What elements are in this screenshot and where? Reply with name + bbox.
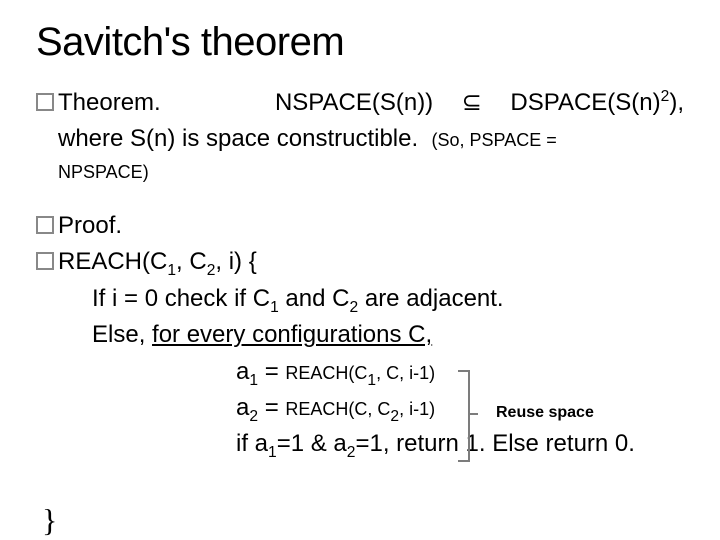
proof-label-line: Proof.: [36, 210, 684, 242]
l3-sm2: , C, i-1): [376, 363, 435, 383]
l3-sm1: REACH(C: [285, 363, 367, 383]
l2-u: for every configurations C,: [152, 321, 432, 348]
bracket-stub-icon: [468, 413, 478, 415]
reuse-space-label: Reuse space: [496, 404, 594, 422]
l3-sms: 1: [367, 371, 376, 388]
l4-p2: =: [258, 394, 285, 421]
l3-s1: 1: [249, 371, 258, 388]
l1-p3: are adjacent.: [358, 285, 503, 312]
theorem-stmt-2: ),: [669, 89, 684, 116]
proof-block: Proof. REACH(C1, C2, i) { If i = 0 check…: [36, 210, 684, 461]
theorem-note-1: (So, PSPACE =: [432, 130, 557, 150]
closing-brace-icon: }: [42, 502, 57, 539]
theorem-stmt-1: NSPACE(S(n)) ⊆ DSPACE(S(n): [275, 89, 661, 116]
l5-p2: =1 & a: [277, 430, 347, 457]
l4-sm1: REACH(C, C: [285, 399, 390, 419]
reach-s1: 1: [167, 262, 176, 279]
l4-s1: 2: [249, 408, 258, 425]
proof-line-else: Else, for every configurations C,: [36, 319, 684, 351]
l5-p1: if a: [236, 430, 268, 457]
theorem-line-3: NPSPACE): [36, 160, 684, 184]
l4-p1: a: [236, 394, 249, 421]
slide-title: Savitch's theorem: [36, 20, 684, 65]
theorem-block: Theorem. NSPACE(S(n)) ⊆ DSPACE(S(n)2), w…: [36, 87, 684, 184]
theorem-line-2: where S(n) is space constructible. (So, …: [36, 123, 684, 155]
proof-line-if: If i = 0 check if C1 and C2 are adjacent…: [36, 283, 684, 315]
l5-s1: 1: [268, 444, 277, 461]
reach-header-line: REACH(C1, C2, i) {: [36, 246, 684, 278]
l3-p1: a: [236, 358, 249, 385]
reach-p1: REACH(C: [58, 248, 167, 275]
l4-sms: 2: [390, 408, 399, 425]
theorem-line-1: Theorem. NSPACE(S(n)) ⊆ DSPACE(S(n)2),: [36, 87, 684, 119]
bracket-icon: [458, 370, 470, 462]
theorem-label: Theorem.: [58, 89, 161, 116]
slide: Savitch's theorem Theorem. NSPACE(S(n)) …: [0, 0, 720, 540]
reach-p2: , C: [176, 248, 207, 275]
l1-p1: If i = 0 check if C: [92, 285, 270, 312]
l5-p3: =1, return 1. Else return 0.: [355, 430, 634, 457]
l2-p1: Else,: [92, 321, 152, 348]
l1-p2: and C: [279, 285, 350, 312]
l1-s2: 2: [349, 299, 358, 316]
proof-line-a1: a1 = REACH(C1, C, i-1): [36, 356, 684, 388]
l3-p2: =: [258, 358, 285, 385]
proof-label: Proof.: [58, 212, 122, 239]
bullet-box-icon: [36, 252, 54, 270]
reach-p3: , i) {: [215, 248, 256, 275]
bullet-box-icon: [36, 216, 54, 234]
l1-s1: 1: [270, 299, 279, 316]
theorem-note-2: NPSPACE): [58, 162, 149, 182]
proof-line-return: if a1=1 & a2=1, return 1. Else return 0.: [36, 428, 684, 460]
bullet-box-icon: [36, 93, 54, 111]
l4-sm2: , i-1): [399, 399, 435, 419]
theorem-where: where S(n) is space constructible.: [58, 125, 418, 152]
